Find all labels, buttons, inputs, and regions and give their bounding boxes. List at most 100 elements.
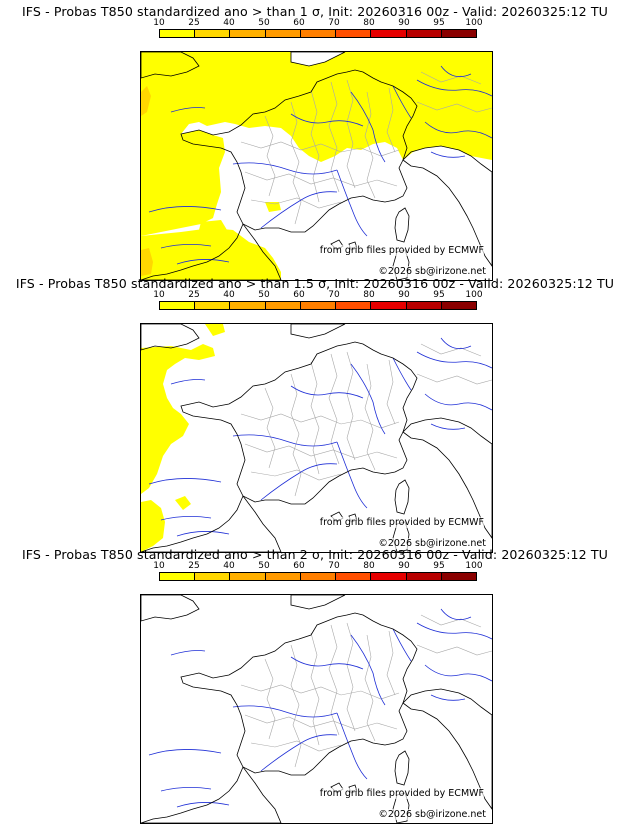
river bbox=[350, 363, 386, 435]
river bbox=[260, 191, 338, 229]
coastline bbox=[141, 223, 282, 280]
colorbar-swatch bbox=[230, 30, 266, 37]
probability-map: from grib files provided by ECMWF ©2026 … bbox=[140, 594, 493, 824]
colorbar-swatch bbox=[300, 573, 337, 580]
colorbar-swatch bbox=[160, 302, 196, 309]
land-areas bbox=[141, 324, 492, 552]
map-panel-3: IFS - Probas T850 standardized ano > tha… bbox=[0, 547, 630, 824]
admin-boundary bbox=[416, 373, 492, 385]
colorbar-tick-label: 25 bbox=[188, 561, 200, 571]
land-area bbox=[403, 418, 492, 538]
probability-area bbox=[141, 344, 215, 494]
colorbar-swatch bbox=[265, 30, 301, 37]
colorbar-legend: 10 25 40 50 60 70 80 90 95 100 bbox=[153, 290, 489, 317]
panel-title: IFS - Probas T850 standardized ano > tha… bbox=[21, 547, 608, 562]
data-source-credit: from grib files provided by ECMWF bbox=[319, 245, 484, 256]
colorbar-swatches bbox=[159, 29, 477, 38]
colorbar-tick-label: 40 bbox=[223, 18, 235, 28]
river bbox=[232, 705, 338, 718]
colorbar-swatch bbox=[441, 573, 476, 580]
probability-area bbox=[199, 220, 227, 234]
coastline bbox=[290, 595, 346, 610]
colorbar-swatch bbox=[230, 302, 266, 309]
colorbar-tick-label: 50 bbox=[258, 18, 270, 28]
river bbox=[392, 357, 412, 391]
coastline bbox=[290, 52, 346, 67]
coastlines bbox=[141, 324, 492, 552]
coastline bbox=[394, 750, 410, 786]
river bbox=[160, 787, 212, 792]
probability-area bbox=[233, 92, 257, 106]
land-area bbox=[395, 751, 409, 785]
colorbar-swatch bbox=[371, 573, 407, 580]
admin-boundary bbox=[290, 644, 302, 768]
colorbar-tick-label: 100 bbox=[465, 18, 483, 28]
colorbar-swatch bbox=[300, 30, 337, 37]
land-area bbox=[181, 342, 417, 504]
colorbar-swatches bbox=[159, 572, 477, 581]
colorbar-swatch bbox=[336, 573, 372, 580]
copyright-credit: ©2026 sb@irizone.net bbox=[378, 538, 486, 549]
admin-boundary bbox=[386, 630, 396, 696]
colorbar-swatch bbox=[265, 573, 301, 580]
admin-boundary bbox=[364, 91, 376, 199]
land-area bbox=[403, 146, 492, 266]
admin-boundary bbox=[290, 101, 302, 225]
coastline bbox=[141, 766, 282, 823]
river bbox=[430, 694, 466, 701]
probability-map: from grib files provided by ECMWF ©2026 … bbox=[140, 323, 493, 553]
admin-boundary bbox=[386, 359, 396, 425]
colorbar-tick-label: 95 bbox=[433, 290, 445, 300]
probability-area-high bbox=[141, 248, 153, 276]
admin-boundary bbox=[364, 634, 376, 742]
admin-boundary bbox=[240, 141, 400, 157]
admin-boundary bbox=[346, 79, 356, 189]
colorbar-swatches bbox=[159, 301, 477, 310]
admin-boundary bbox=[250, 740, 342, 752]
river bbox=[336, 712, 368, 780]
probability-area bbox=[265, 202, 281, 212]
admin-boundary bbox=[244, 714, 398, 730]
admin-boundary bbox=[364, 363, 376, 471]
colorbar-tick-label: 10 bbox=[153, 290, 165, 300]
probability-map: from grib files provided by ECMWF ©2026 … bbox=[140, 51, 493, 281]
admin-boundary bbox=[386, 87, 396, 153]
land-area bbox=[141, 595, 199, 621]
river bbox=[336, 169, 368, 237]
river bbox=[170, 107, 206, 113]
admin-boundary bbox=[264, 387, 276, 469]
river bbox=[160, 516, 212, 521]
probability-area-layer bbox=[141, 324, 225, 552]
coastline bbox=[402, 145, 492, 267]
river bbox=[416, 351, 492, 369]
colorbar-tick-label: 100 bbox=[465, 290, 483, 300]
coastline bbox=[290, 324, 346, 339]
probability-area-high bbox=[141, 86, 151, 116]
colorbar-swatch bbox=[371, 30, 407, 37]
colorbar-tick-label: 90 bbox=[398, 290, 410, 300]
admin-boundaries bbox=[240, 343, 492, 497]
colorbar-tick-label: 80 bbox=[363, 561, 375, 571]
river bbox=[424, 393, 492, 411]
river bbox=[290, 113, 364, 127]
river bbox=[392, 85, 412, 119]
colorbar-swatch bbox=[441, 30, 476, 37]
colorbar-swatch bbox=[160, 573, 196, 580]
river bbox=[440, 65, 472, 78]
colorbar-swatch bbox=[336, 302, 372, 309]
admin-boundary bbox=[240, 413, 400, 429]
colorbar-swatch bbox=[230, 573, 266, 580]
colorbar-swatch bbox=[300, 302, 337, 309]
colorbar-tick-label: 95 bbox=[433, 18, 445, 28]
river bbox=[424, 121, 492, 139]
admin-boundary bbox=[264, 115, 276, 197]
colorbar-tick-label: 50 bbox=[258, 290, 270, 300]
panel-title: IFS - Probas T850 standardized ano > tha… bbox=[15, 276, 615, 291]
land-area bbox=[181, 613, 417, 775]
admin-boundary bbox=[416, 644, 492, 656]
colorbar-swatch bbox=[406, 302, 442, 309]
coastline bbox=[402, 688, 492, 810]
colorbar-tick-label: 70 bbox=[328, 290, 340, 300]
river bbox=[336, 441, 368, 509]
admin-boundary bbox=[328, 353, 340, 465]
